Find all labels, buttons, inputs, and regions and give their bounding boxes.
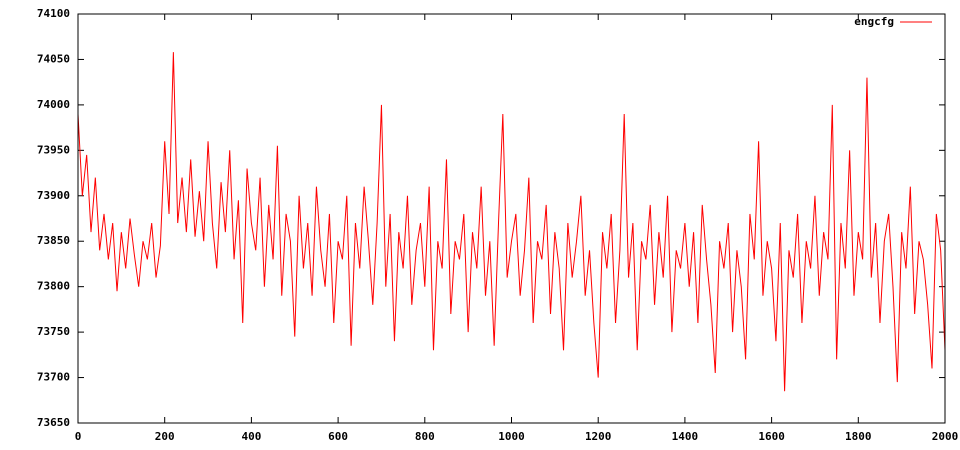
y-tick-label: 73800 bbox=[37, 280, 70, 293]
y-tick-label: 74000 bbox=[37, 98, 70, 111]
plot-border bbox=[77, 13, 946, 424]
y-tick-label: 73950 bbox=[37, 143, 70, 156]
x-tick-label: 1000 bbox=[498, 430, 525, 443]
x-tick-label: 0 bbox=[75, 430, 82, 443]
x-tick-label: 1400 bbox=[672, 430, 699, 443]
y-tick-label: 73750 bbox=[37, 325, 70, 338]
x-tick-label: 1200 bbox=[585, 430, 612, 443]
legend-label: engcfg bbox=[854, 15, 894, 28]
y-tick-label: 74100 bbox=[37, 7, 70, 20]
x-tick-label: 600 bbox=[328, 430, 348, 443]
y-tick-label: 73850 bbox=[37, 234, 70, 247]
y-tick-label: 74050 bbox=[37, 52, 70, 65]
y-tick-label: 73700 bbox=[37, 371, 70, 384]
x-tick-label: 800 bbox=[415, 430, 435, 443]
x-tick-label: 1800 bbox=[845, 430, 872, 443]
x-tick-label: 2000 bbox=[932, 430, 959, 443]
x-tick-label: 1600 bbox=[758, 430, 785, 443]
x-tick-label: 200 bbox=[155, 430, 175, 443]
y-tick-label: 73900 bbox=[37, 189, 70, 202]
y-tick-label: 73650 bbox=[37, 416, 70, 429]
data-line bbox=[77, 52, 946, 392]
x-tick-label: 400 bbox=[241, 430, 261, 443]
